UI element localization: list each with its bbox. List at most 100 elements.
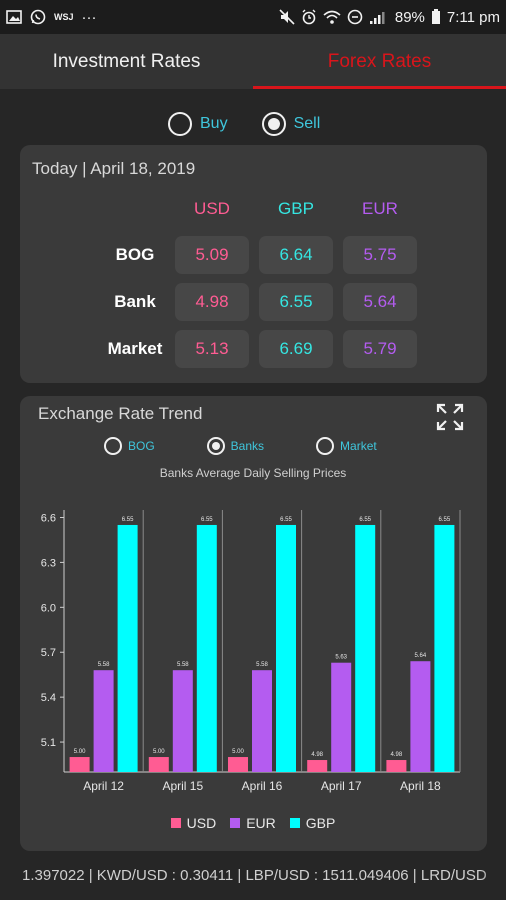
exchange-trend-card: Exchange Rate Trend BOG Banks Market Ban… [20, 396, 487, 851]
bog-radio[interactable] [104, 437, 122, 455]
status-right: 89% 7:11 pm [279, 9, 500, 26]
bar-data-label: 6.55 [201, 517, 213, 523]
bar-eur [93, 670, 114, 772]
signal-icon [369, 9, 389, 25]
bar-data-label: 4.98 [391, 752, 403, 758]
chart-title: Banks Average Daily Selling Prices [159, 466, 347, 480]
bar-gbp [196, 524, 217, 772]
y-tick-label: 5.4 [41, 692, 56, 704]
legend-label-gbp: GBP [305, 815, 336, 831]
mode-radio-group: Buy Sell [168, 112, 320, 136]
bar-data-label: 5.63 [335, 655, 347, 661]
legend-item-gbp: GBP [289, 815, 336, 831]
bar-chart: 5.1 5.4 5.7 6.0 6.3 6.6 5.00 5.58 6.55 April 12 5.… [41, 510, 461, 793]
bar-data-label: 5.00 [153, 749, 165, 755]
bog-radio-label[interactable]: BOG [128, 439, 155, 453]
expand-icon[interactable] [435, 402, 465, 432]
x-category-label: April 17 [321, 779, 362, 793]
bar-gbp [276, 524, 296, 772]
rate-market-eur: 5.79 [343, 330, 417, 368]
y-tick-label: 6.3 [41, 557, 56, 569]
rate-market-usd: 5.13 [175, 330, 249, 368]
sell-label[interactable]: Sell [293, 115, 321, 132]
y-tick-label: 5.1 [41, 737, 56, 749]
rates-ticker: 1.397022 | KWD/USD : 0.30411 | LBP/USD :… [0, 856, 506, 894]
market-radio-label[interactable]: Market [340, 439, 377, 453]
bar-data-label: 6.55 [359, 517, 371, 523]
tab-forex-rates[interactable]: Forex Rates [253, 34, 506, 89]
bar-data-label: 4.98 [311, 752, 323, 758]
market-radio[interactable] [316, 437, 335, 455]
tab-investment-rates[interactable]: Investment Rates [52, 50, 201, 72]
bar-eur [172, 670, 193, 772]
legend-swatch-gbp [289, 818, 300, 828]
source-radio-group: BOG Banks Market [104, 437, 377, 455]
rate-bog-gbp: 6.64 [259, 236, 333, 274]
bar-gbp [117, 524, 138, 772]
legend-swatch-eur [230, 818, 241, 828]
bar-data-label: 5.58 [98, 662, 110, 668]
legend-swatch-usd [170, 818, 181, 828]
x-category-label: April 18 [400, 779, 441, 793]
rate-bog-eur: 5.75 [343, 236, 417, 274]
row-label-market: Market [107, 339, 163, 358]
data-saver-icon [347, 9, 363, 25]
rate-bank-gbp: 6.55 [259, 283, 333, 321]
bar-data-label: 6.55 [439, 517, 451, 523]
legend-item-usd: USD [170, 815, 217, 831]
banks-radio[interactable] [206, 437, 225, 455]
ticker-text: 1.397022 | KWD/USD : 0.30411 | LBP/USD :… [22, 866, 487, 884]
alarm-icon [301, 9, 317, 25]
bar-usd [69, 757, 90, 772]
x-category-label: April 16 [242, 779, 283, 793]
trend-title: Exchange Rate Trend [38, 404, 203, 423]
bar-data-label: 5.58 [256, 662, 268, 668]
row-label-bank: Bank [114, 292, 156, 311]
whatsapp-icon [30, 9, 46, 25]
buy-radio[interactable] [168, 112, 192, 136]
rate-market-gbp: 6.69 [259, 330, 333, 368]
today-date-title: Today | April 18, 2019 [32, 159, 196, 178]
bar-eur [331, 662, 352, 772]
status-bar: WSJ ··· 89% 7:11 pm [0, 0, 506, 34]
column-header-eur: EUR [362, 199, 398, 218]
y-tick-label: 6.6 [41, 512, 56, 524]
bar-data-label: 6.55 [122, 517, 134, 523]
wifi-icon [323, 9, 341, 25]
y-tick-label: 5.7 [41, 647, 56, 659]
status-left: WSJ ··· [6, 9, 97, 26]
battery-icon [431, 9, 441, 25]
bar-data-label: 6.55 [280, 517, 292, 523]
tab-bar: Investment Rates Forex Rates [0, 34, 506, 89]
today-rates-card: Today | April 18, 2019 USD GBP EUR BOG 5… [20, 145, 487, 383]
bar-data-label: 5.58 [177, 662, 189, 668]
rate-bog-usd: 5.09 [175, 236, 249, 274]
ticker-fade-left [0, 856, 26, 894]
bar-gbp [434, 524, 455, 772]
mute-icon [279, 9, 295, 25]
chart-legend: USD EUR GBP [20, 815, 486, 831]
sell-radio[interactable] [261, 112, 286, 136]
y-tick-label: 6.0 [41, 602, 56, 614]
buy-label[interactable]: Buy [200, 115, 228, 132]
x-category-label: April 12 [83, 779, 124, 793]
legend-label-eur: EUR [246, 815, 276, 831]
rate-bank-usd: 4.98 [175, 283, 249, 321]
bar-usd [228, 757, 248, 772]
ticker-fade-right [480, 856, 506, 894]
row-label-bog: BOG [115, 245, 155, 264]
bar-usd [307, 760, 328, 772]
legend-label-usd: USD [186, 815, 217, 831]
bar-gbp [355, 524, 376, 772]
bar-usd [148, 757, 169, 772]
column-header-gbp: GBP [278, 199, 314, 218]
column-header-usd: USD [194, 199, 230, 218]
legend-item-eur: EUR [230, 815, 276, 831]
bar-data-label: 5.00 [74, 749, 86, 755]
banks-radio-label[interactable]: Banks [230, 439, 265, 453]
bar-data-label: 5.00 [232, 749, 244, 755]
x-category-label: April 15 [162, 779, 203, 793]
clock: 7:11 pm [446, 8, 500, 26]
bar-eur [252, 670, 272, 772]
more-dots-icon: ··· [81, 8, 97, 26]
